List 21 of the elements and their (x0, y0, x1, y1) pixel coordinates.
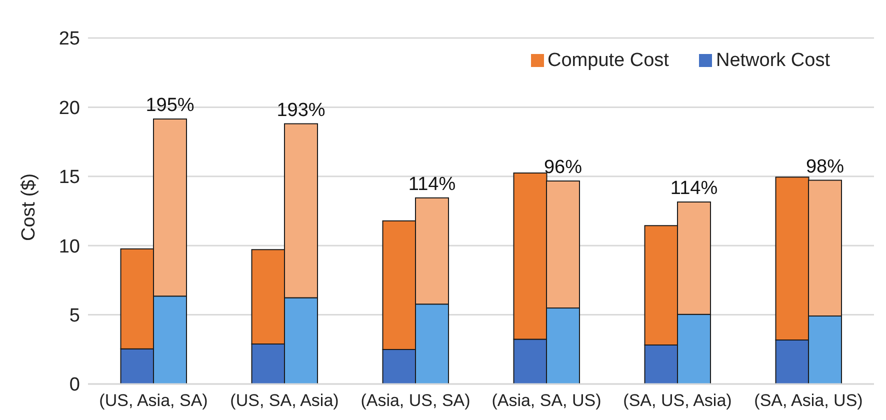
x-tick-label: (Asia, SA, US) (492, 391, 602, 410)
annotation: 98% (806, 156, 844, 178)
x-tick-label: (US, SA, Asia) (230, 391, 339, 410)
x-tick-label: (SA, US, Asia) (623, 391, 732, 410)
x-tick-label: (SA, Asia, US) (754, 391, 863, 410)
x-tick-label: (Asia, US, SA) (360, 391, 470, 410)
y-tick-label: 25 (58, 28, 80, 50)
x-tick-label: (US, Asia, SA) (99, 391, 208, 410)
y-tick-label: 20 (58, 98, 80, 119)
y-axis-title: Cost ($) (18, 173, 40, 241)
annotation: 114% (670, 178, 718, 200)
annotation: 193% (276, 100, 326, 121)
annotation: 114% (408, 174, 456, 195)
y-tick-label: 15 (58, 167, 80, 188)
annotation: 96% (544, 156, 582, 178)
annotation: 195% (146, 94, 194, 116)
y-tick-label: 0 (69, 374, 80, 396)
legend-label: Network Cost (716, 50, 830, 71)
y-tick-label: 5 (69, 306, 80, 327)
y-tick-label: 10 (58, 236, 80, 258)
legend-label: Compute Cost (548, 50, 669, 71)
